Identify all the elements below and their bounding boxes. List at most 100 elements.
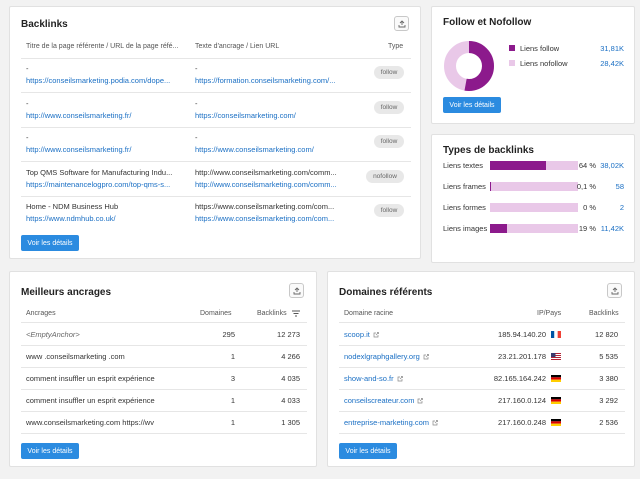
- domain-name[interactable]: show-and-so.fr: [344, 374, 394, 383]
- backlinks-card: Backlinks Titre de la page référente / U…: [9, 6, 421, 259]
- anchor-text: <EmptyAnchor>: [26, 330, 80, 339]
- link-type-badge: nofollow: [366, 169, 404, 183]
- anchor-text: comment insuffler un esprit expérience: [26, 374, 155, 383]
- domain-name[interactable]: entreprise-marketing.com: [344, 418, 430, 427]
- types-card: Types de backlinks Liens textes 64 % 38,02…: [431, 134, 635, 263]
- row-divider: [339, 367, 625, 368]
- domain-ip: 217.160.0.124: [498, 396, 546, 405]
- link-type-badge: follow: [374, 135, 404, 148]
- anchor-domains: 1: [230, 352, 235, 361]
- anchor-backlinks: 12 273: [277, 330, 300, 339]
- domains-details-button[interactable]: Voir les détails: [339, 443, 397, 459]
- type-value[interactable]: 38,02K: [600, 161, 624, 170]
- anchor-domains: 1: [230, 396, 235, 405]
- sort-icon[interactable]: [292, 310, 300, 317]
- anchor-url[interactable]: https://conseilsmarketing.com/: [195, 110, 296, 120]
- legend-value[interactable]: 28,42K: [600, 59, 624, 68]
- domain-ip: 23.21.201.178: [498, 352, 546, 361]
- row-divider: [21, 367, 307, 368]
- anchors-export-button[interactable]: [289, 283, 304, 298]
- type-value[interactable]: 11,42K: [600, 224, 624, 233]
- external-link-icon[interactable]: [417, 398, 424, 404]
- domain-name[interactable]: nodexlgraphgallery.org: [344, 352, 420, 361]
- domain-name[interactable]: conseilscreateur.com: [344, 396, 415, 405]
- type-value[interactable]: 58: [615, 182, 624, 191]
- legend-value[interactable]: 31,81K: [600, 44, 624, 53]
- anchor-backlinks: 4 033: [281, 396, 300, 405]
- domains-title: Domaines référents: [339, 287, 433, 298]
- types-title: Types de backlinks: [443, 145, 534, 156]
- legend-label: Liens follow: [520, 44, 560, 53]
- follow-donut-chart: [444, 41, 494, 91]
- anchor-url[interactable]: https://www.conseilsmarketing.com/: [195, 145, 314, 154]
- domain-backlinks: 5 535: [599, 352, 618, 361]
- col-header-domaines: Domaines: [200, 310, 232, 317]
- type-bar: [490, 161, 578, 170]
- export-icon: [611, 287, 618, 294]
- referring-domain[interactable]: entreprise-marketing.com: [344, 418, 494, 428]
- anchor-url[interactable]: https://formation.conseilsmarketing.com/…: [195, 76, 336, 85]
- legend-label: Liens nofollow: [520, 59, 568, 68]
- referring-page-url[interactable]: https://conseilsmarketing.podia.com/dope…: [26, 76, 171, 85]
- backlinks-details-button[interactable]: Voir les détails: [21, 235, 79, 251]
- row-divider: [21, 389, 307, 390]
- anchor-text: http://www.conseilsmarketing.com/comm...: [195, 167, 337, 177]
- follow-title: Follow et Nofollow: [443, 17, 532, 28]
- row-divider: [21, 126, 411, 128]
- anchor-text: www.conseilsmarketing.com https://wv: [26, 418, 154, 427]
- backlinks-export-button[interactable]: [394, 16, 409, 31]
- anchor-url[interactable]: http://www.conseilsmarketing.com/comm...: [195, 179, 337, 189]
- domain-ip: 217.160.0.248: [498, 418, 546, 427]
- type-value[interactable]: 2: [619, 203, 624, 212]
- export-icon: [293, 287, 300, 294]
- col-header-ip: IP/Pays: [537, 310, 562, 317]
- external-link-icon[interactable]: [373, 332, 379, 338]
- flag-de-icon: [551, 375, 561, 382]
- anchor-text: comment insuffler un esprit expérience: [26, 396, 155, 405]
- type-label: Liens frames: [443, 182, 486, 191]
- legend-swatch: [509, 45, 515, 51]
- row-divider: [339, 433, 625, 434]
- flag-de-icon: [551, 397, 561, 404]
- row-divider: [21, 345, 307, 346]
- type-label: Liens images: [443, 224, 488, 233]
- domain-ip: 185.94.140.20: [498, 330, 546, 339]
- anchor-backlinks: 4 266: [281, 352, 300, 361]
- follow-details-button[interactable]: Voir les détails: [443, 97, 501, 113]
- external-link-icon[interactable]: [432, 420, 438, 426]
- export-icon: [398, 20, 405, 27]
- flag-de-icon: [551, 419, 561, 426]
- row-divider: [339, 389, 625, 390]
- col-header-backlinks: Backlinks: [257, 310, 287, 317]
- flag-fr-icon: [551, 331, 561, 338]
- referring-page-url[interactable]: https://www.ndmhub.co.uk/: [26, 214, 116, 223]
- link-type-badge: follow: [374, 100, 404, 114]
- referring-page-url[interactable]: http://www.conseilsmarketing.fr/: [26, 110, 132, 120]
- anchor-backlinks: 1 305: [281, 418, 300, 427]
- referring-page-url[interactable]: http://www.conseilsmarketing.fr/: [26, 145, 132, 154]
- type-bar-fill: [490, 182, 491, 191]
- external-link-icon[interactable]: [397, 376, 403, 382]
- anchor-url[interactable]: https://www.conseilsmarketing.com/com...: [195, 214, 335, 223]
- anchors-details-button[interactable]: Voir les détails: [21, 443, 79, 459]
- row-divider: [21, 161, 411, 162]
- domains-export-button[interactable]: [607, 283, 622, 298]
- domain-name[interactable]: scoop.it: [344, 330, 370, 339]
- row-divider: [21, 433, 307, 434]
- anchor-text: -: [195, 98, 198, 108]
- referring-page-url[interactable]: https://maintenancelogpro.com/top-qms-s.…: [26, 179, 171, 189]
- anchor-domains: 1: [230, 418, 235, 427]
- referring-domain[interactable]: scoop.it: [344, 330, 494, 340]
- flag-us-icon: [551, 353, 561, 360]
- referring-domain[interactable]: conseilscreateur.com: [344, 396, 494, 406]
- domain-backlinks: 3 380: [599, 374, 618, 383]
- col-header-type: Type: [388, 43, 404, 50]
- domains-card: Domaines référents Domaine racine IP/Pay…: [327, 271, 635, 467]
- external-link-icon[interactable]: [423, 354, 429, 360]
- anchor-text: -: [195, 64, 198, 73]
- referring-domain[interactable]: show-and-so.fr: [344, 374, 494, 384]
- link-type-badge: follow: [374, 204, 404, 217]
- type-bar: [490, 203, 578, 212]
- col-header-ancrages: Ancrages: [26, 310, 56, 317]
- referring-domain[interactable]: nodexlgraphgallery.org: [344, 352, 494, 362]
